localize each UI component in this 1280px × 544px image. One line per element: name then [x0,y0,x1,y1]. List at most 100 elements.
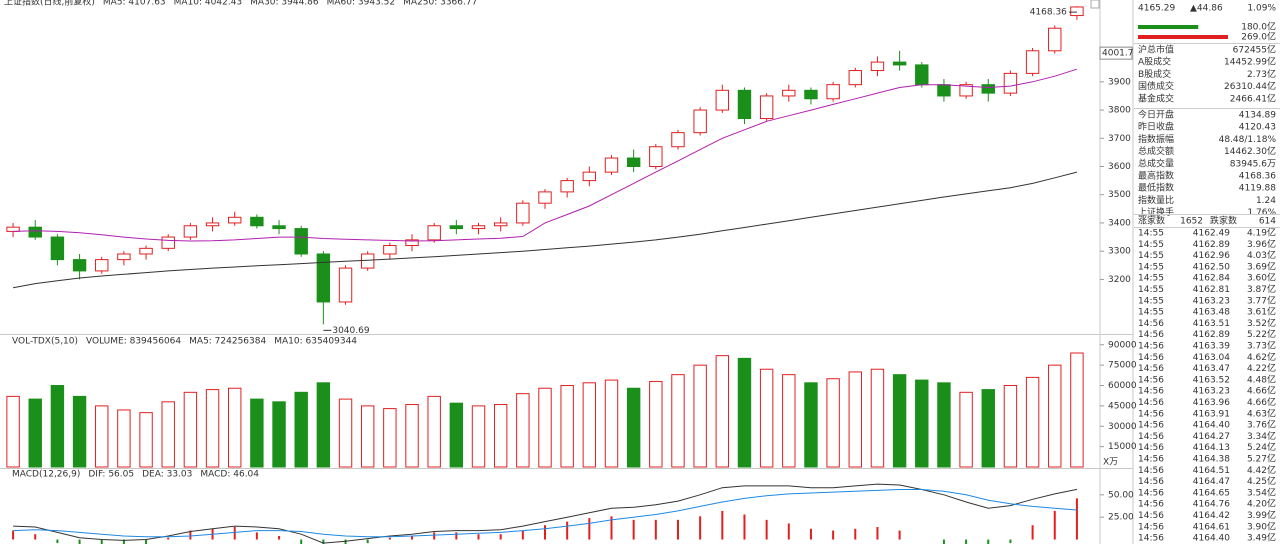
volume-bar [161,401,175,468]
volume-bar [183,391,198,468]
volume-bar [316,382,331,468]
tick-volume: 5.27亿 [1247,453,1276,465]
candle-body [1025,50,1040,74]
volume-bar [870,368,885,468]
y-tick-label: 3300 [1108,247,1131,257]
candle-body [516,202,530,224]
candle-body [6,226,20,232]
tick-time: 14:56 [1138,364,1164,374]
y-tick-label: 3800 [1108,106,1131,116]
tick-time: 14:55 [1138,308,1164,318]
tick-time: 14:56 [1138,511,1164,521]
volume-bar [139,412,153,468]
volume-bar [493,404,508,468]
tick-volume: 3.96亿 [1247,238,1276,250]
candle-body [228,216,242,224]
y-tick-label: 90000 [1108,340,1137,350]
tick-volume: 4.48亿 [1247,373,1276,385]
tick-volume: 3.49亿 [1247,532,1276,544]
volume-chart [6,352,1084,468]
panel-title: 上证指数(日线,前复权) [4,0,95,8]
tick-price: 4162.50 [1193,262,1230,272]
buy-bar [1138,25,1199,29]
candle-body [1003,72,1018,94]
stat-value: 4168.36 [1239,172,1276,182]
candle-body [804,89,818,100]
tick-price: 4163.96 [1193,398,1230,408]
scroll-button[interactable] [1090,0,1100,9]
tick-price: 4163.04 [1193,353,1230,363]
legend-item: MA60: 3943.52 [327,0,395,8]
legend-item: MA10: 4042.43 [174,0,242,8]
stat-label: 最高指数 [1138,170,1174,182]
candle-body [471,225,486,230]
legend-item: DIF: 56.05 [88,470,134,480]
tick-volume: 3.54亿 [1247,486,1276,498]
tick-price: 4163.52 [1193,375,1230,385]
volume-bar [604,379,619,468]
candle-body [183,225,198,238]
stat-label: 昨日收盘 [1138,121,1174,133]
y-tick-label: 30000 [1108,422,1137,432]
volume-bar [95,405,109,468]
volume-bar [6,395,20,468]
candle-body [139,247,153,255]
volume-bar [516,393,530,468]
stat-label: 总成交量 [1138,157,1174,169]
stat-value: 4119.88 [1239,184,1276,194]
candle-body [493,222,508,227]
tick-time: 14:55 [1138,285,1164,295]
tick-volume: 3.52亿 [1247,317,1276,329]
legend-item: MA250: 3366.77 [403,0,477,8]
volume-bar [649,380,663,468]
tick-time: 14:56 [1138,421,1164,431]
stat-value: 26310.44亿 [1224,80,1276,92]
dif-line [13,483,1077,544]
candle-body [205,222,220,227]
legend-item: MACD: 46.04 [200,470,259,480]
sell-bar [1138,35,1228,39]
candle-body [782,89,796,97]
tick-price: 4164.76 [1193,500,1230,510]
stat-label: 上证换手 [1138,206,1174,218]
stat-label: B股成交 [1138,68,1171,80]
unit-label: X万 [1103,458,1118,468]
y-tick-label: 50.00 [1108,490,1134,500]
tick-price: 4163.91 [1193,409,1230,419]
tick-time: 14:56 [1138,398,1164,408]
candle-body [427,225,441,241]
candle-body [582,171,597,182]
tick-time: 14:55 [1138,240,1164,250]
tick-volume: 4.25亿 [1247,475,1276,487]
tick-time: 14:56 [1138,409,1164,419]
candle-body [294,228,308,255]
tick-time: 14:55 [1138,262,1164,272]
candle-body [604,157,619,173]
y-tick-label: 25.00 [1108,513,1134,523]
tick-price: 4162.81 [1193,285,1230,295]
candle-body [892,61,907,66]
tick-volume: 4.62亿 [1247,351,1276,363]
tick-time: 14:55 [1138,274,1164,284]
volume-bar [560,385,574,468]
y-tick-label: 3400 [1108,218,1131,228]
tick-price: 4164.40 [1193,421,1230,431]
tick-volume: 4.42亿 [1247,464,1276,476]
candle-body [915,64,929,86]
y-tick-label: 3600 [1108,162,1131,172]
candle-body [981,84,995,94]
tick-price: 4163.47 [1193,364,1230,374]
candle-body [538,191,552,204]
candle-body [715,89,730,111]
volume-bar [228,387,242,468]
y-tick-label: 60000 [1108,381,1137,391]
tick-price: 4163.23 [1193,387,1230,397]
tick-time: 14:56 [1138,375,1164,385]
tick-price: 4164.40 [1193,534,1230,544]
tick-time: 14:56 [1138,342,1164,352]
volume-bar [1025,376,1040,468]
tick-price: 4163.39 [1193,342,1230,352]
tick-time: 14:56 [1138,500,1164,510]
candle-body [117,253,131,261]
